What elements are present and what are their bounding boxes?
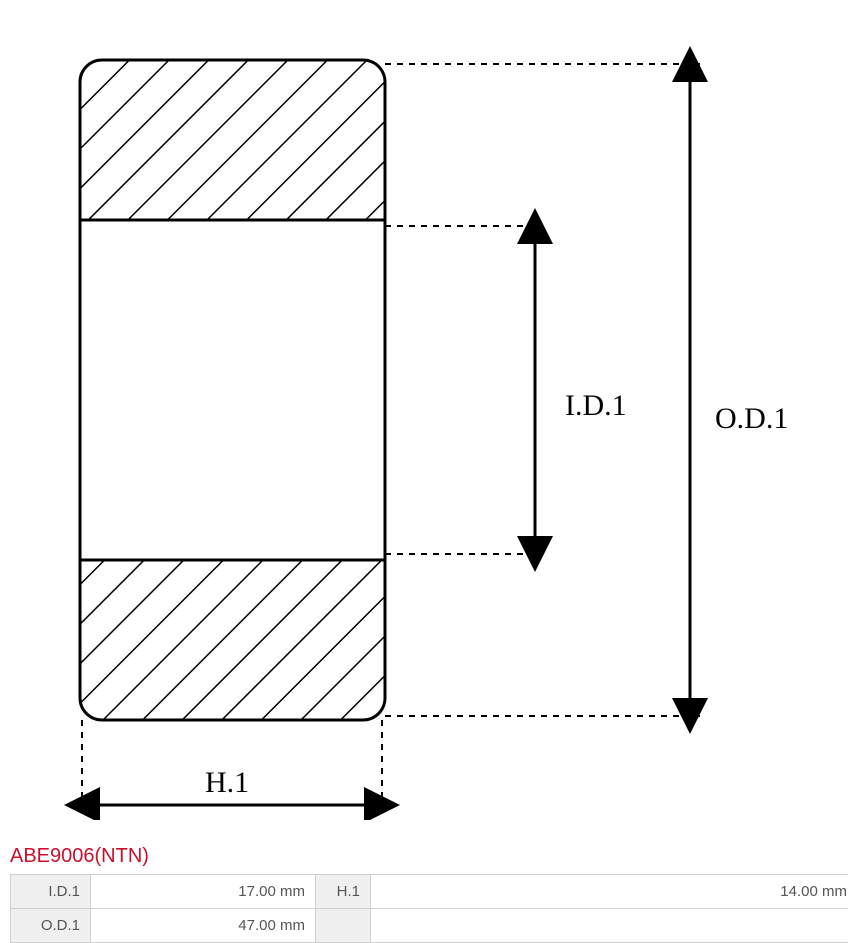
spec-value: 47.00 mm: [91, 909, 316, 943]
spec-label: O.D.1: [11, 909, 91, 943]
h1-label: H.1: [205, 766, 249, 799]
table-row: O.D.1 47.00 mm: [11, 909, 848, 943]
spec-label: H.1: [316, 875, 371, 909]
product-title: ABE9006(NTN): [10, 845, 848, 868]
spec-label: I.D.1: [11, 875, 91, 909]
spec-value: 17.00 mm: [91, 875, 316, 909]
spec-value: 14.00 mm: [371, 875, 848, 909]
spec-label: [316, 909, 371, 943]
od1-label: O.D.1: [715, 402, 788, 435]
id1-label: I.D.1: [565, 389, 627, 422]
diagram-container: I.D.1 O.D.1 H.1: [0, 0, 848, 835]
hatch-top: [80, 60, 385, 220]
spec-value: [371, 909, 848, 943]
hatch-bottom: [80, 560, 385, 720]
table-row: I.D.1 17.00 mm H.1 14.00 mm: [11, 875, 848, 909]
spec-table: I.D.1 17.00 mm H.1 14.00 mm O.D.1 47.00 …: [10, 874, 848, 943]
bearing-diagram: I.D.1 O.D.1 H.1: [10, 20, 830, 820]
